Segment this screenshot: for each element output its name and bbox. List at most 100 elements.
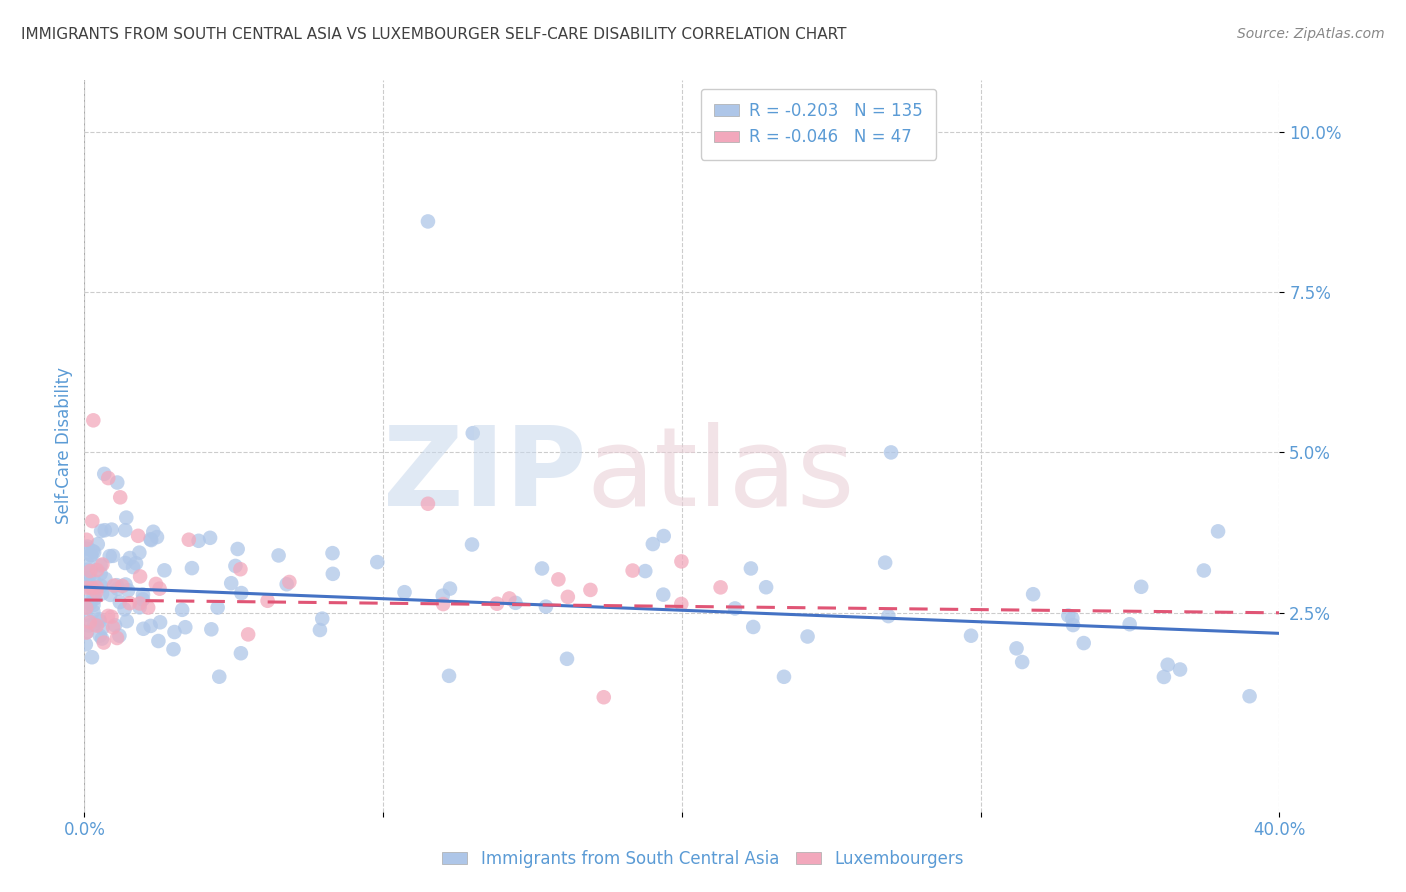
Point <box>79 597 101 611</box>
Point <box>1011 655 1033 669</box>
Point <box>416 497 439 511</box>
Point <box>755 580 778 594</box>
Point <box>132 622 155 636</box>
Point <box>163 625 186 640</box>
Point <box>1206 524 1229 539</box>
Point <box>86 618 108 632</box>
Point <box>557 590 579 604</box>
Point <box>148 634 170 648</box>
Point <box>181 561 204 575</box>
Point <box>219 576 242 591</box>
Point <box>555 652 578 666</box>
Point <box>98 549 121 563</box>
Point <box>172 603 194 617</box>
Point <box>149 615 172 630</box>
Point <box>231 586 253 600</box>
Point <box>89 614 111 628</box>
Point <box>115 510 138 524</box>
Point <box>86 563 108 577</box>
Point <box>742 620 765 634</box>
Point <box>309 623 332 637</box>
Point <box>461 426 484 441</box>
Point <box>366 555 388 569</box>
Point <box>229 562 252 576</box>
Point <box>880 445 903 459</box>
Point <box>84 585 107 599</box>
Point <box>740 561 762 575</box>
Point <box>634 564 657 578</box>
Point <box>724 601 747 615</box>
Point <box>125 556 148 570</box>
Point <box>229 646 252 660</box>
Point <box>100 609 122 624</box>
Point <box>83 589 105 603</box>
Point <box>498 591 520 606</box>
Point <box>84 591 107 606</box>
Point <box>136 600 159 615</box>
Point <box>90 524 112 538</box>
Point <box>82 413 104 427</box>
Point <box>226 541 249 556</box>
Point <box>94 572 117 586</box>
Point <box>145 577 167 591</box>
Point <box>132 592 155 607</box>
Point <box>83 617 105 632</box>
Point <box>83 545 105 559</box>
Point <box>79 615 101 630</box>
Point <box>97 608 120 623</box>
Point <box>461 537 484 551</box>
Point <box>276 577 298 591</box>
Point <box>432 589 454 603</box>
Point <box>153 563 176 577</box>
Point <box>710 580 733 594</box>
Legend: Immigrants from South Central Asia, Luxembourgers: Immigrants from South Central Asia, Luxe… <box>436 844 970 875</box>
Point <box>174 620 197 634</box>
Point <box>91 558 114 572</box>
Point <box>432 597 454 611</box>
Point <box>76 541 98 556</box>
Point <box>148 582 170 596</box>
Point <box>1157 657 1180 672</box>
Point <box>773 670 796 684</box>
Point <box>83 574 105 589</box>
Text: IMMIGRANTS FROM SOUTH CENTRAL ASIA VS LUXEMBOURGER SELF-CARE DISABILITY CORRELAT: IMMIGRANTS FROM SOUTH CENTRAL ASIA VS LU… <box>21 27 846 42</box>
Point <box>114 577 136 591</box>
Point <box>1153 670 1175 684</box>
Point <box>104 618 127 632</box>
Point <box>77 571 100 585</box>
Point <box>80 650 103 665</box>
Point <box>505 596 527 610</box>
Point <box>127 529 149 543</box>
Point <box>132 588 155 602</box>
Point <box>641 537 664 551</box>
Point <box>90 579 112 593</box>
Point <box>111 579 134 593</box>
Point <box>94 523 117 537</box>
Point <box>103 578 125 592</box>
Point <box>89 629 111 643</box>
Point <box>75 573 97 587</box>
Point <box>256 594 278 608</box>
Point <box>91 586 114 600</box>
Point <box>267 549 290 563</box>
Point <box>128 597 150 611</box>
Point <box>118 596 141 610</box>
Point <box>321 546 343 560</box>
Point <box>75 600 97 615</box>
Point <box>80 581 103 595</box>
Legend: R = -0.203   N = 135, R = -0.046   N = 47: R = -0.203 N = 135, R = -0.046 N = 47 <box>702 88 936 160</box>
Point <box>75 625 97 640</box>
Point <box>671 597 693 611</box>
Point <box>76 558 98 572</box>
Point <box>1239 690 1261 704</box>
Point <box>162 642 184 657</box>
Point <box>76 625 98 640</box>
Point <box>129 569 152 583</box>
Point <box>1005 641 1028 656</box>
Point <box>1130 580 1153 594</box>
Point <box>141 533 163 547</box>
Point <box>82 514 104 528</box>
Point <box>79 576 101 591</box>
Point <box>311 612 333 626</box>
Y-axis label: Self-Care Disability: Self-Care Disability <box>55 368 73 524</box>
